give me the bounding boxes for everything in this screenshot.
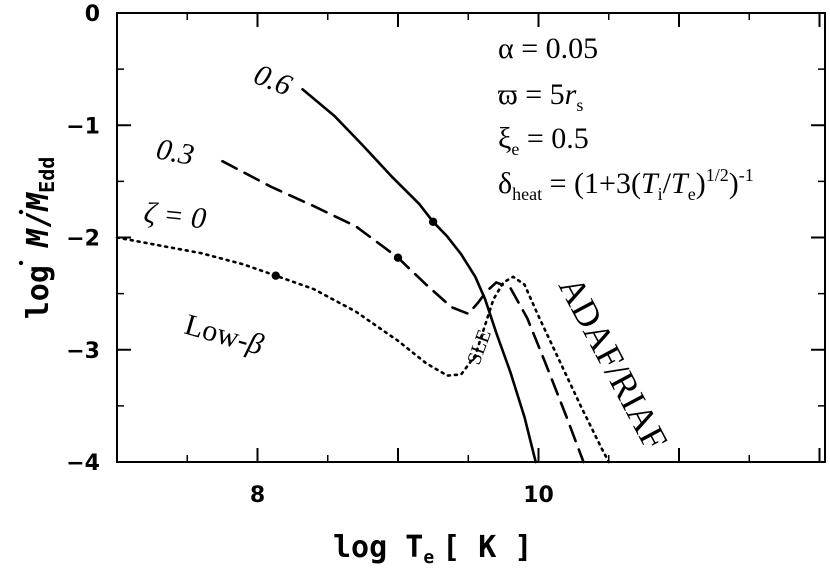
- x-axis-title-sub: e: [423, 547, 434, 568]
- xi-sub: e: [511, 139, 519, 159]
- x-axis-title-main: log T: [333, 530, 423, 565]
- y-axis-title-m: M: [21, 228, 56, 248]
- varpi-r: r: [565, 78, 577, 111]
- delta-te: T: [671, 167, 690, 200]
- series-line-1: [221, 159, 585, 464]
- delta-slash: /: [663, 167, 672, 200]
- param-varpi: ϖ = 5rs: [498, 78, 583, 115]
- y-axis-title-sub: Edd: [35, 157, 59, 193]
- y-axis-title-dot-1: [18, 260, 24, 266]
- low-beta-prefix: Low-: [181, 308, 253, 358]
- y-axis-title: log M/MEdd: [21, 157, 59, 320]
- y-axis-title-dot-2: [18, 209, 24, 215]
- x-tick-labels: 8 10: [250, 483, 554, 508]
- varpi-symbol: ϖ: [498, 78, 518, 111]
- xi-value: = 0.5: [519, 122, 588, 155]
- alpha-value: = 0.05: [514, 32, 598, 65]
- svg-text:log M/MEdd: log M/MEdd: [21, 157, 59, 320]
- series-line-0: [301, 88, 538, 464]
- ticks: [117, 12, 825, 463]
- sle-label: SLE: [463, 327, 496, 368]
- delta-symbol: δ: [498, 167, 512, 200]
- series-marker-0: [428, 217, 438, 226]
- y-axis-title-lead: log: [21, 247, 56, 319]
- x-axis-title-unit: [ K ]: [442, 530, 532, 565]
- delta-ti-sub: i: [658, 184, 663, 204]
- y-tick-labels: 0 −1 −2 −3 −4: [66, 2, 100, 476]
- y-axis-title-slash: /: [21, 211, 56, 229]
- param-xi: ξe = 0.5: [498, 122, 589, 159]
- delta-ti: T: [641, 167, 660, 200]
- y-tick-label: −3: [66, 339, 100, 364]
- y-tick-label: −1: [66, 114, 100, 139]
- delta-sup1: 1/2: [706, 165, 729, 185]
- param-alpha: α = 0.05: [498, 32, 598, 65]
- delta-sup2: -1: [739, 165, 754, 185]
- varpi-sub: s: [576, 95, 583, 115]
- series-line-2: [115, 236, 611, 464]
- y-tick-label: 0: [85, 2, 100, 27]
- x-tick-label: 10: [523, 483, 554, 508]
- delta-p1: = (1+3(: [542, 167, 641, 200]
- y-tick-label: −4: [66, 451, 100, 476]
- varpi-eq: = 5: [518, 78, 565, 111]
- low-beta-label: Low-β: [181, 308, 267, 362]
- series-marker-2: [271, 271, 280, 280]
- delta-p3: ): [729, 167, 739, 200]
- x-axis-title: log Te [ K ]: [333, 530, 532, 568]
- alpha-symbol: α: [498, 32, 514, 65]
- delta-p2: ): [696, 167, 706, 200]
- y-tick-label: −2: [66, 227, 100, 252]
- curve-label-zeta-0: ζ = 0: [142, 196, 207, 235]
- curve-label-0-3: 0.3: [154, 132, 197, 172]
- y-axis-title-m2: M: [21, 192, 56, 212]
- param-delta: δheat = (1+3(Ti/Te)1/2)-1: [498, 165, 754, 204]
- series-group: [115, 88, 611, 464]
- plot-frame: [116, 12, 826, 463]
- x-tick-label: 8: [250, 483, 265, 508]
- xi-symbol: ξ: [498, 122, 511, 155]
- series-marker-1: [393, 253, 403, 262]
- curve-label-0-6: 0.6: [249, 58, 296, 103]
- delta-sub: heat: [512, 184, 542, 204]
- delta-te-sub: e: [688, 184, 696, 204]
